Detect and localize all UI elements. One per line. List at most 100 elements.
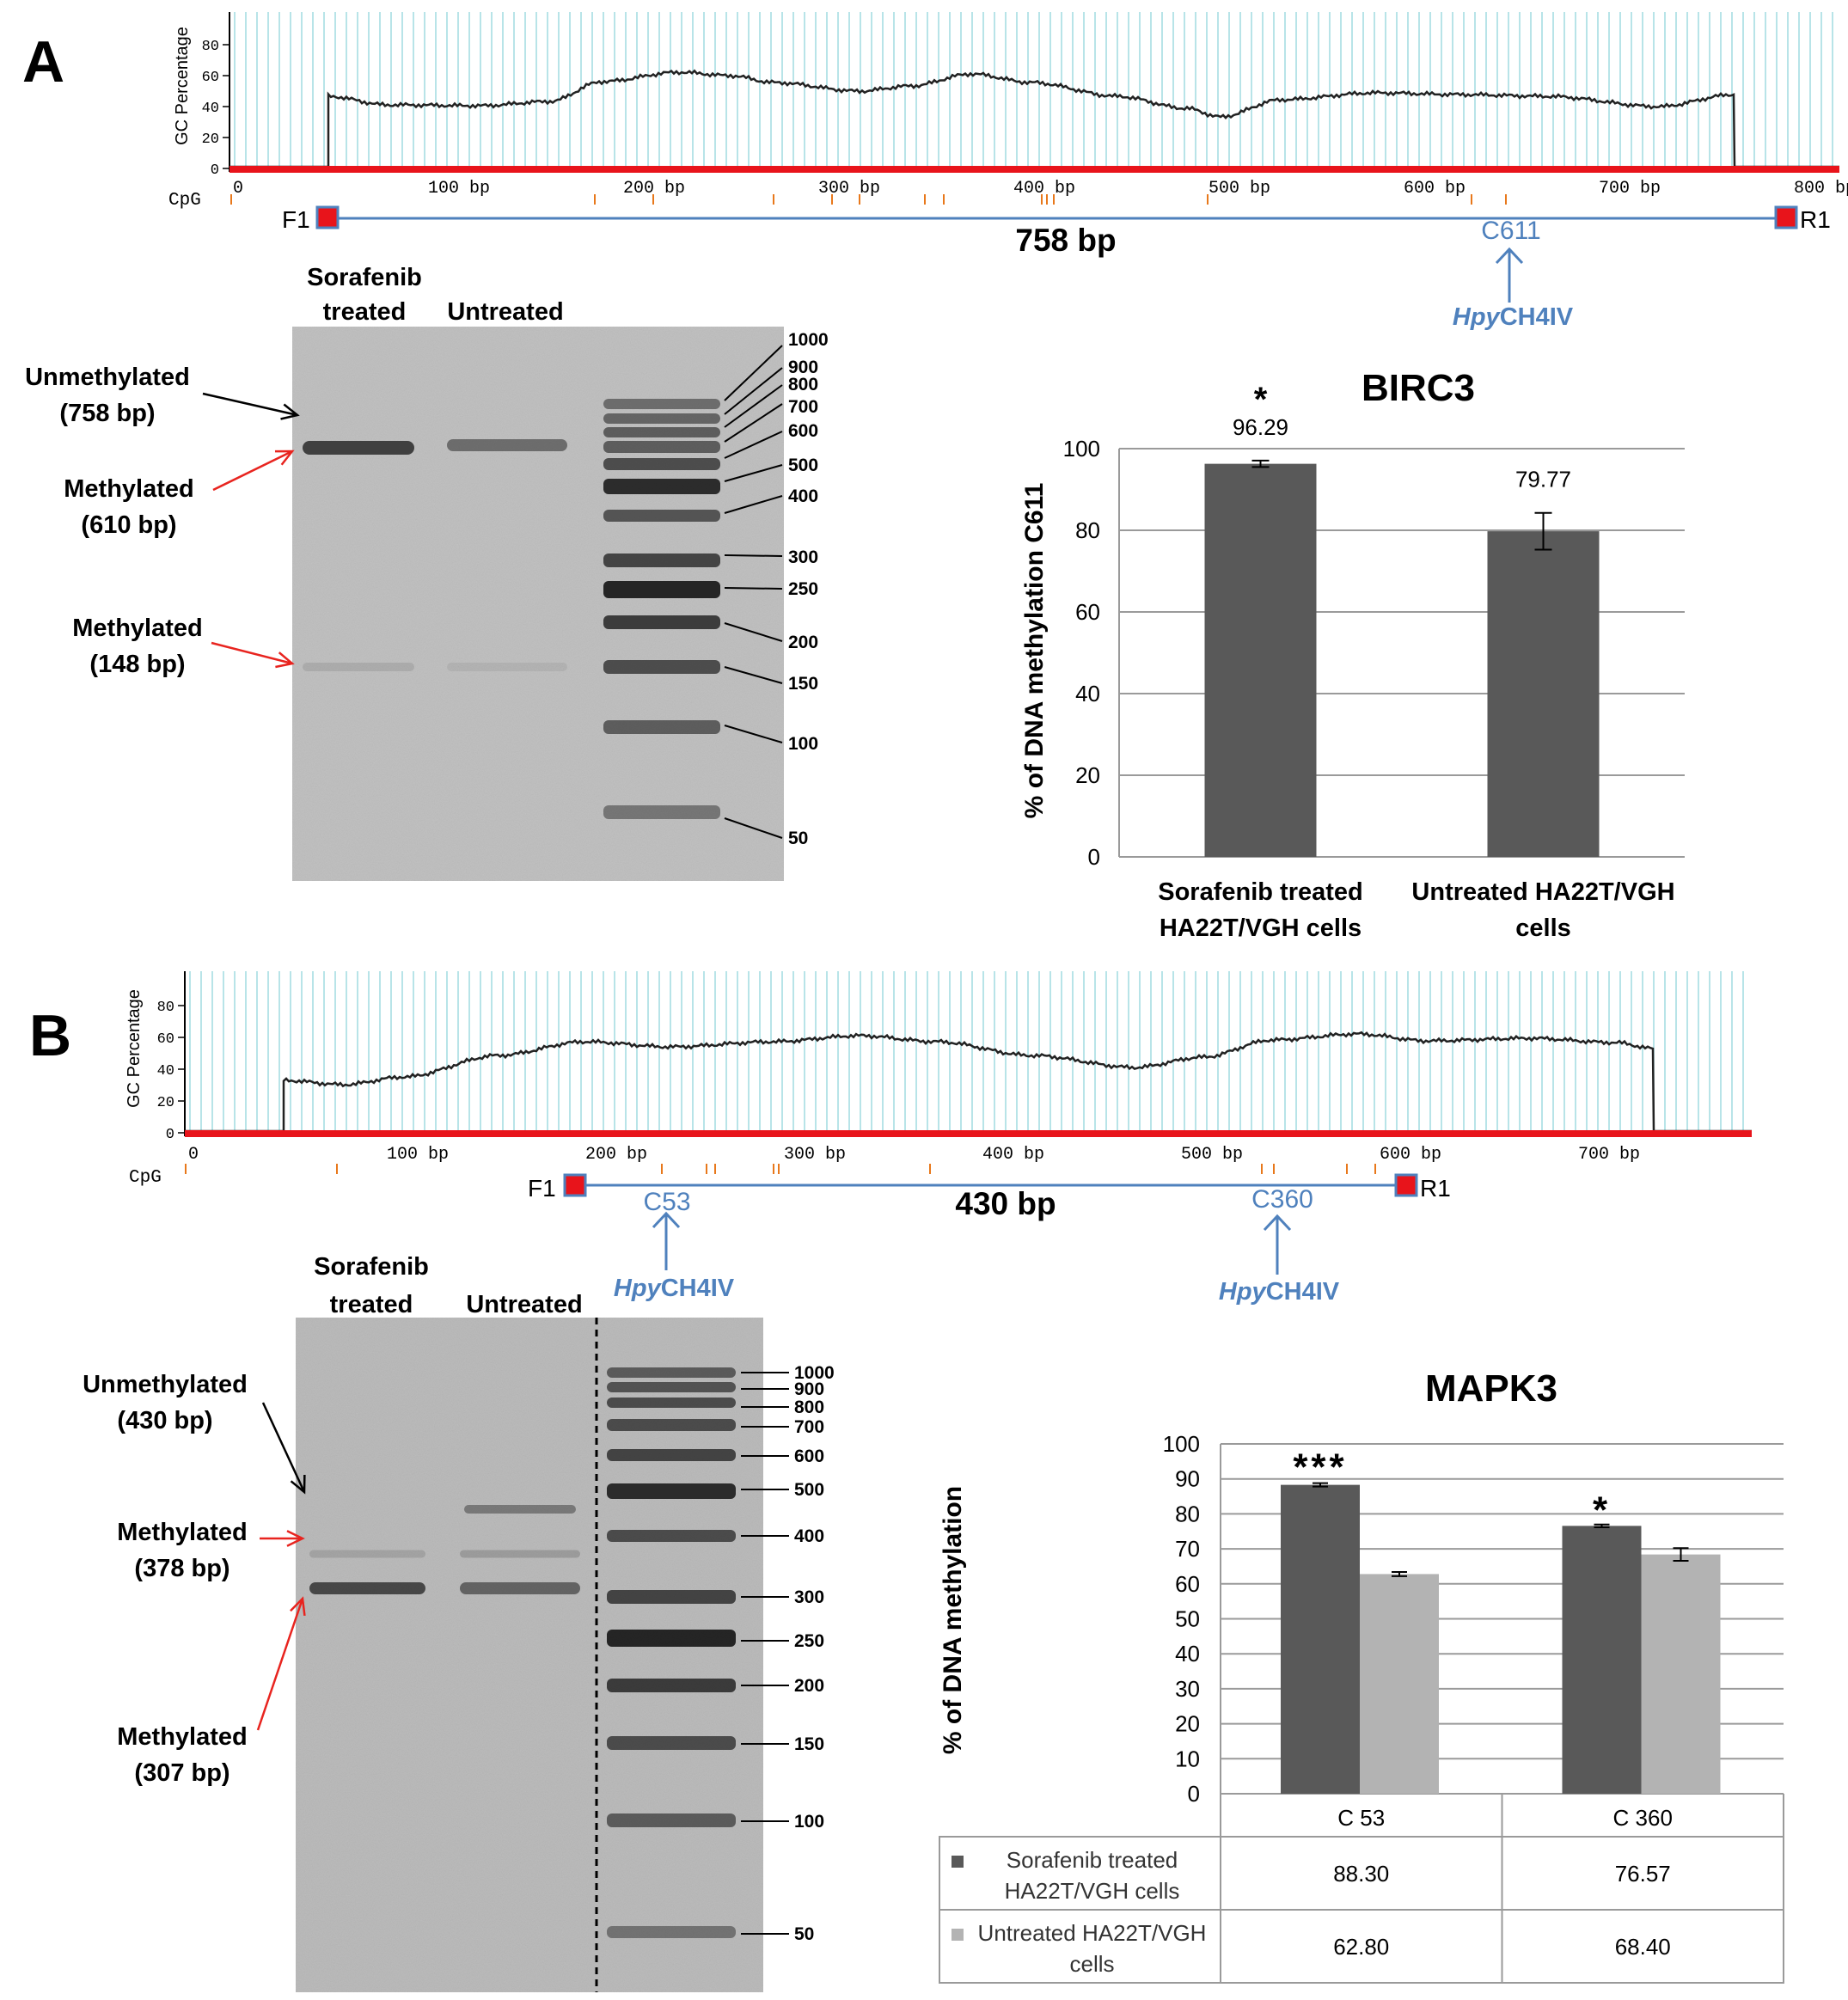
mapk3-ytick-label: 0 xyxy=(1188,1781,1200,1807)
band-annotation-size: (378 bp) xyxy=(134,1555,229,1582)
ladder-size-label: 1000 xyxy=(788,330,829,350)
ladder-size-label: 100 xyxy=(794,1812,824,1832)
mapk3-legend-label: cells xyxy=(1069,1951,1114,1977)
primer-r1-label-a: R1 xyxy=(1800,206,1831,233)
gel-ladder-band xyxy=(607,1630,736,1647)
gc-xtick-label: 100 bp xyxy=(387,1145,449,1165)
site-c360-label: C360 xyxy=(1251,1185,1313,1214)
gel-ladder-band xyxy=(607,1813,736,1827)
birc3-value-label: 96.29 xyxy=(1233,414,1288,440)
gel-ladder-band xyxy=(607,1736,736,1750)
gc-xticks-b: 0 100 bp 200 bp 300 bp 400 bp 500 bp 600 bp 700… xyxy=(188,1145,1640,1165)
ladder-size-label: 50 xyxy=(794,1924,814,1944)
gel-ladder-band xyxy=(607,1367,736,1378)
gel-sample-band xyxy=(309,1582,425,1594)
gel-ladder-band xyxy=(607,1449,736,1461)
gel-sample-band xyxy=(303,663,414,671)
gc-ytick-label: 80 xyxy=(202,39,219,55)
gel-ladder-band xyxy=(607,1419,736,1431)
mapk3-table-value: 76.57 xyxy=(1615,1861,1671,1887)
mapk3-bars: **** xyxy=(1281,1446,1721,1794)
mapk3-ylabel: % of DNA methylation xyxy=(939,1486,967,1754)
gel-ladder-band xyxy=(607,1530,736,1542)
primer-f1-label-b: F1 xyxy=(528,1175,556,1202)
mapk3-ytick-label: 10 xyxy=(1175,1746,1200,1771)
gc-xtick-label: 700 bp xyxy=(1599,179,1661,199)
gc-grid-a xyxy=(234,12,1833,168)
gel-ladder-band xyxy=(607,1398,736,1408)
gc-ytick-label: 60 xyxy=(157,1031,174,1048)
gc-xtick-label: 400 bp xyxy=(1013,179,1075,199)
lane-label-untreated-b: Untreated xyxy=(466,1291,582,1318)
birc3-bar xyxy=(1204,463,1317,857)
gel-ladder-band xyxy=(603,399,720,409)
mapk3-ytick-label: 40 xyxy=(1175,1641,1200,1667)
lane-label-treated-b: treated xyxy=(330,1291,413,1318)
gel-ladder-band xyxy=(603,805,720,819)
gc-ytick-label: 20 xyxy=(157,1095,174,1111)
primer-f1-a xyxy=(315,205,340,229)
cpg-ticks-b xyxy=(185,1164,1376,1174)
gel-ladder-band xyxy=(603,510,720,522)
gel-ladder-band xyxy=(603,479,720,494)
ladder-pointer xyxy=(724,345,783,401)
birc3-ytick-label: 100 xyxy=(1063,436,1100,462)
gc-ylabel-a: GC Percentage xyxy=(173,27,192,145)
birc3-value-label: 79.77 xyxy=(1515,467,1571,492)
birc3-category-label: Untreated HA22T/VGH xyxy=(1411,878,1674,906)
lane-label-sorafenib-b: Sorafenib xyxy=(314,1253,429,1281)
band-annotation-name: Methylated xyxy=(117,1723,247,1751)
ladder-size-label: 500 xyxy=(788,456,818,475)
birc3-category-labels: Sorafenib treated HA22T/VGH cells Untreate… xyxy=(1158,878,1674,942)
ladder-pointer xyxy=(724,554,783,557)
gc-baseline-a xyxy=(229,166,1839,173)
lane-label-treated-a: treated xyxy=(323,298,407,326)
gel-ladder-band xyxy=(607,1483,736,1499)
lane-label-sorafenib-a: Sorafenib xyxy=(307,264,422,291)
amplicon-b: F1 R1 430 bp C53 HpyCH4IV C360 HpyCH4IV xyxy=(528,1173,1451,1306)
ladder-size-label: 800 xyxy=(794,1398,824,1417)
ladder-pointer xyxy=(724,384,783,428)
birc3-ytick-label: 40 xyxy=(1075,681,1100,706)
ladder-size-label: 900 xyxy=(788,358,818,377)
gc-xtick-label: 600 bp xyxy=(1404,179,1466,199)
gel-a-band-annotations: Unmethylated (758 bp) Methylated (610 bp) Me… xyxy=(25,364,300,678)
cpg-label-a: CpG xyxy=(168,191,201,211)
gel-ladder-band xyxy=(603,720,720,734)
enzyme-label-a: HpyCH4IV xyxy=(1453,303,1574,331)
ladder-size-label: 900 xyxy=(794,1379,824,1399)
enzyme-label-b2: HpyCH4IV xyxy=(1219,1278,1340,1306)
ladder-size-label: 800 xyxy=(788,375,818,394)
ladder-size-label: 400 xyxy=(794,1526,824,1546)
ladder-pointer xyxy=(724,817,783,839)
amplicon-length-a: 758 bp xyxy=(1015,223,1116,258)
mapk3-category-label: C 360 xyxy=(1613,1805,1673,1831)
gc-ylabel-b: GC Percentage xyxy=(125,989,144,1108)
gel-ladder-band xyxy=(603,427,720,437)
primer-r1-a xyxy=(1774,205,1798,229)
gel-ladder-band xyxy=(603,441,720,453)
mapk3-table-value: 62.80 xyxy=(1333,1934,1389,1960)
ladder-size-label: 300 xyxy=(794,1587,824,1607)
gc-yticks-a: 0 20 40 60 80 xyxy=(202,39,229,179)
mapk3-category-label: C 53 xyxy=(1337,1805,1385,1831)
band-arrow xyxy=(256,1598,304,1731)
gc-ytick-label: 0 xyxy=(211,162,219,179)
gc-xtick-label: 200 bp xyxy=(585,1145,647,1165)
ladder-size-label: 400 xyxy=(788,486,818,506)
gel-ladder-band xyxy=(607,1679,736,1692)
ladder-pointer xyxy=(724,403,783,443)
mapk3-bar xyxy=(1562,1526,1642,1794)
panel-b-letter: B xyxy=(29,1003,71,1068)
enzyme-label-b1: HpyCH4IV xyxy=(614,1275,735,1302)
ladder-pointer xyxy=(724,622,783,642)
band-arrowhead xyxy=(290,1596,306,1617)
lane-label-untreated-a: Untreated xyxy=(447,298,563,326)
gel-ladder-band xyxy=(603,458,720,470)
gc-xtick-label: 200 bp xyxy=(623,179,685,199)
band-annotation-name: Methylated xyxy=(72,615,202,642)
ladder-size-label: 150 xyxy=(794,1734,824,1754)
ladder-pointer xyxy=(724,587,783,590)
gc-xtick-label: 500 bp xyxy=(1209,179,1270,199)
